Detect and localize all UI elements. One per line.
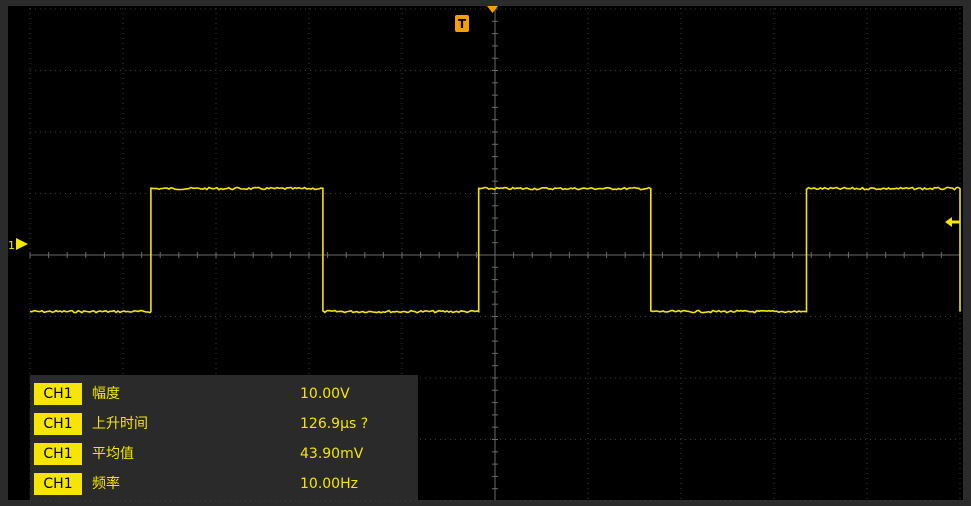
graticule-center-axes [29,8,961,500]
trigger-level-arrow-icon [945,217,952,227]
ch1-marker-arrow [16,238,28,250]
channel-badge: CH1 [34,413,82,435]
ch1-ground-marker[interactable]: 1 [8,238,28,252]
measurement-name: 平均值 [92,446,134,462]
measurement-value: 43.90mV [300,446,364,462]
channel-badge: CH1 [34,473,82,495]
measurement-name: 上升时间 [92,416,148,432]
measurement-row[interactable]: CH1 平均值 43.90mV [30,440,418,468]
measurement-value: 10.00V [300,386,350,402]
trigger-position-arrow [487,6,498,13]
ch1-waveform-trace [29,186,961,314]
measurement-value: 10.00Hz [300,476,358,492]
measurement-name: 频率 [92,476,120,492]
measurement-panel: CH1 幅度 10.00V CH1 上升时间 126.9µs ? CH1 平均值… [30,375,418,500]
trigger-level-marker[interactable] [945,217,960,227]
measurement-row[interactable]: CH1 上升时间 126.9µs ? [30,410,418,438]
measurement-name: 幅度 [92,386,120,402]
measurement-value: 126.9µs ? [300,416,369,432]
channel-badge: CH1 [34,443,82,465]
channel-badge: CH1 [34,383,82,405]
trigger-badge-label: T [458,17,467,31]
trigger-level-arrow-shaft [951,220,960,224]
trigger-badge [455,15,469,32]
ch1-marker-label: 1 [8,239,15,252]
measurement-row[interactable]: CH1 幅度 10.00V [30,380,418,408]
trigger-position-marker[interactable]: T [455,6,498,32]
measurement-row[interactable]: CH1 频率 10.00Hz [30,470,418,498]
